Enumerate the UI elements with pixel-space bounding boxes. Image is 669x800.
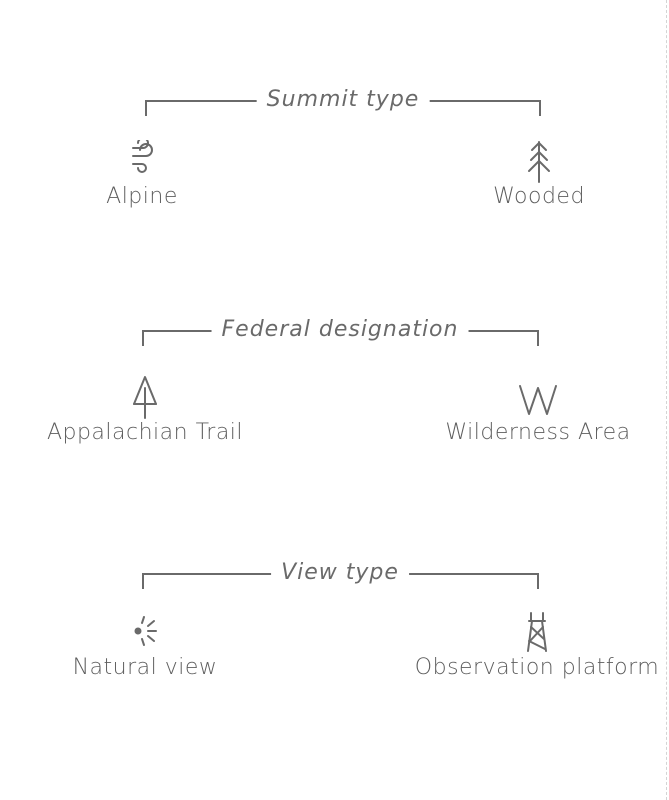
legend-item-label: Natural view	[72, 655, 218, 680]
legend-item-wooded: Wooded	[474, 140, 604, 210]
appalachian-trail-icon	[40, 374, 250, 420]
legend-item-label: Wilderness Area	[445, 420, 631, 445]
legend-item-appalachian-trail: Appalachian Trail	[40, 374, 250, 446]
legend-item-label: Alpine	[106, 184, 178, 209]
group-heading: Federal designation	[211, 317, 469, 343]
legend-item-observation-platform: Observation platform	[408, 609, 666, 681]
legend-item-natural-view: Natural view	[60, 609, 230, 681]
wilderness-w-icon	[430, 380, 646, 420]
page-edge-divider	[666, 0, 667, 800]
group-heading: Summit type	[256, 87, 430, 113]
legend-item-label: Appalachian Trail	[46, 420, 244, 445]
tree-icon	[474, 140, 604, 184]
legend-item-label: Observation platform	[414, 655, 660, 680]
sunburst-icon	[60, 609, 230, 655]
legend-item-label: Wooded	[493, 184, 585, 209]
legend-item-alpine: Alpine	[92, 140, 192, 210]
legend-item-wilderness-area: Wilderness Area	[430, 380, 646, 446]
fire-tower-icon	[408, 609, 666, 655]
group-heading: View type	[271, 560, 409, 586]
wind-icon	[92, 140, 192, 184]
